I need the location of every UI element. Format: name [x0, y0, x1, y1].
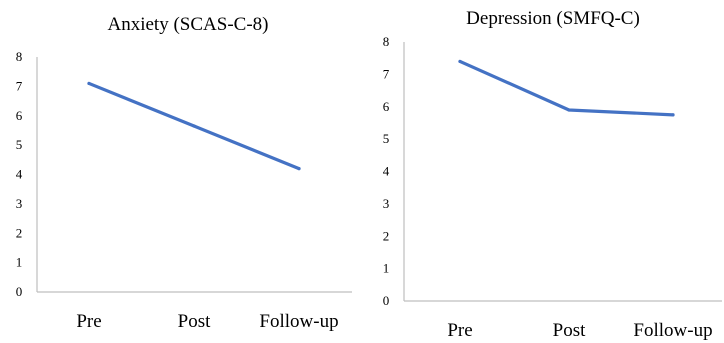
- x-tick-label: Post: [553, 320, 586, 341]
- y-tick-label: 3: [16, 196, 23, 211]
- y-tick-label: 7: [16, 78, 23, 93]
- y-tick-label: 7: [383, 66, 390, 81]
- y-tick-label: 6: [383, 99, 390, 114]
- data-point: [567, 108, 571, 112]
- y-tick-label: 1: [16, 255, 23, 270]
- data-point: [192, 124, 196, 128]
- y-tick-label: 8: [383, 34, 390, 49]
- y-tick-label: 5: [383, 131, 390, 146]
- x-tick-label: Follow-up: [259, 311, 338, 332]
- y-tick-label: 3: [383, 196, 390, 211]
- x-tick-label: Pre: [447, 320, 472, 341]
- data-point: [671, 113, 675, 117]
- y-tick-label: 2: [16, 225, 23, 240]
- x-tick-label: Post: [178, 311, 211, 332]
- x-tick-label: Pre: [76, 311, 101, 332]
- chart-title: Depression (SMFQ-C): [466, 8, 640, 29]
- chart-title: Anxiety (SCAS-C-8): [108, 14, 269, 35]
- y-tick-label: 5: [16, 137, 23, 152]
- data-point: [87, 81, 91, 86]
- y-tick-label: 0: [16, 284, 23, 299]
- y-tick-label: 1: [383, 261, 390, 276]
- y-tick-label: 4: [16, 167, 23, 182]
- depression-chart: Depression (SMFQ-C) 0 1 2 3 4 5 6 7 8 Pre Post Foll…: [383, 8, 722, 341]
- y-tick-label: 6: [16, 108, 23, 123]
- y-tick-label: 0: [383, 293, 390, 308]
- data-point: [458, 59, 462, 64]
- y-tick-label: 4: [383, 164, 390, 179]
- data-point: [297, 167, 301, 171]
- anxiety-chart: Anxiety (SCAS-C-8) 0 1 2 3 4 5 6 7 8 Pre Post Follo…: [16, 14, 352, 332]
- y-tick-label: 2: [383, 228, 390, 243]
- x-tick-label: Follow-up: [633, 320, 712, 341]
- series-line: [458, 59, 675, 117]
- y-tick-label: 8: [16, 49, 23, 64]
